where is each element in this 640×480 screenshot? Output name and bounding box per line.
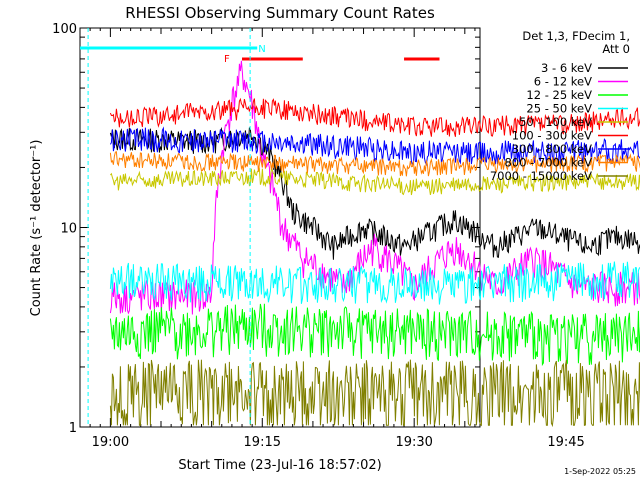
y-tick-label: 100 — [52, 22, 77, 37]
x-tick-label: 19:30 — [395, 435, 432, 450]
legend-header-line1: Det 1,3, FDecim 1, — [522, 29, 630, 43]
flag-N-label: N — [258, 44, 265, 55]
chart-title: RHESSI Observing Summary Count Rates — [125, 4, 435, 22]
footer-timestamp: 1-Sep-2022 05:25 — [564, 467, 636, 476]
x-tick-label: 19:45 — [547, 435, 584, 450]
legend-label-3: 25 - 50 keV — [526, 102, 592, 116]
series-line-0 — [109, 126, 640, 260]
series-line-2 — [109, 303, 640, 367]
legend-label-0: 3 - 6 keV — [541, 61, 592, 75]
legend-label-5: 100 - 300 keV — [512, 129, 592, 143]
y-tick-label: 1 — [69, 421, 77, 436]
x-tick-label: 19:15 — [244, 435, 281, 450]
series-line-7 — [109, 151, 640, 177]
series-line-1 — [109, 60, 640, 315]
legend-label-8: 7000 - 15000 keV — [490, 169, 592, 183]
legend-label-2: 12 - 25 keV — [526, 88, 592, 102]
x-tick-label: 19:00 — [92, 435, 129, 450]
series-line-8 — [109, 359, 640, 428]
series-line-3 — [109, 261, 640, 305]
y-axis-label: Count Rate (s⁻¹ detector⁻¹) — [29, 140, 44, 317]
series-line-6 — [109, 126, 640, 167]
series-line-4 — [110, 167, 640, 196]
x-axis-label: Start Time (23-Jul-16 18:57:02) — [178, 458, 381, 473]
legend-header-line2: Att 0 — [602, 42, 630, 56]
legend-label-7: 800 - 7000 keV — [504, 156, 592, 170]
plot-area: 11010019:0019:1519:3019:4520:0020:1520:3… — [52, 22, 640, 450]
series-line-5 — [109, 97, 640, 137]
y-tick-label: 10 — [60, 222, 77, 237]
flag-F-label: F — [224, 54, 230, 65]
legend-label-4: 50 - 100 keV — [519, 115, 592, 129]
legend-label-1: 6 - 12 keV — [534, 75, 592, 89]
legend-label-6: 300 - 800 keV — [512, 142, 592, 156]
